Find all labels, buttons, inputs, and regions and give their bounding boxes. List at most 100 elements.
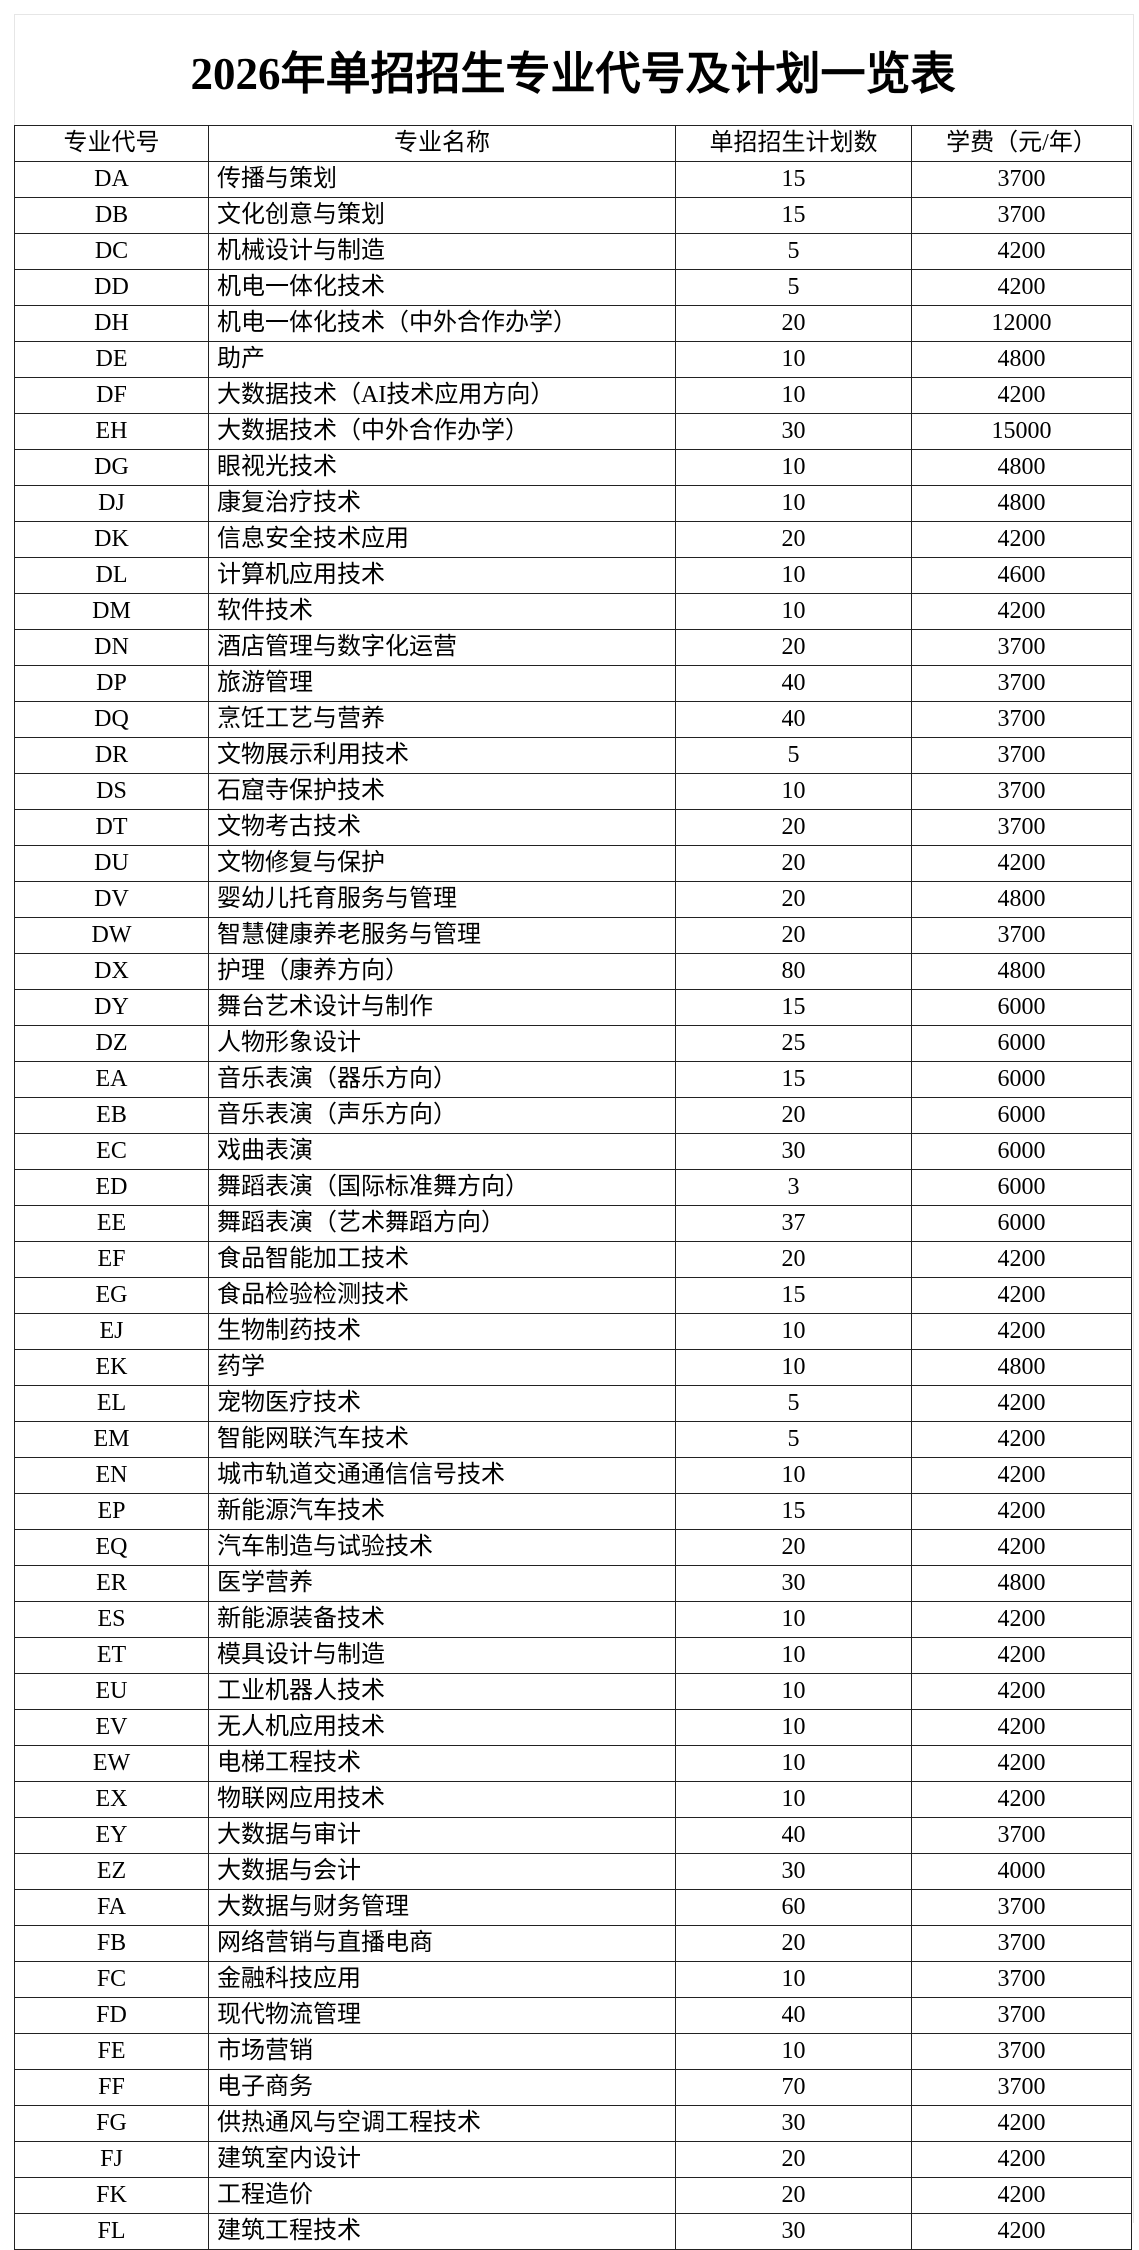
cell-plan: 3 — [675, 1169, 912, 1206]
table-row: EY 大数据与审计 40 3700 — [14, 1817, 1132, 1854]
cell-code: EG — [14, 1277, 209, 1314]
cell-code: EP — [14, 1493, 209, 1530]
cell-plan: 30 — [675, 413, 912, 450]
cell-fee: 4200 — [911, 233, 1132, 270]
cell-code: DZ — [14, 1025, 209, 1062]
header-code: 专业代号 — [14, 125, 209, 162]
cell-plan: 10 — [675, 449, 912, 486]
cell-fee: 4000 — [911, 1853, 1132, 1890]
cell-plan: 10 — [675, 1313, 912, 1350]
cell-major: 护理（康养方向） — [208, 953, 676, 990]
table-row: EL 宠物医疗技术 5 4200 — [14, 1385, 1132, 1422]
cell-fee: 4200 — [911, 1457, 1132, 1494]
table-row: DC 机械设计与制造 5 4200 — [14, 233, 1132, 270]
cell-fee: 12000 — [911, 305, 1132, 342]
table-row: DL 计算机应用技术 10 4600 — [14, 557, 1132, 594]
cell-plan: 60 — [675, 1889, 912, 1926]
cell-major: 婴幼儿托育服务与管理 — [208, 881, 676, 918]
cell-fee: 4200 — [911, 2213, 1132, 2250]
cell-plan: 10 — [675, 2033, 912, 2070]
table-row: DY 舞台艺术设计与制作 15 6000 — [14, 989, 1132, 1026]
cell-major: 金融科技应用 — [208, 1961, 676, 1998]
cell-major: 烹饪工艺与营养 — [208, 701, 676, 738]
cell-fee: 3700 — [911, 161, 1132, 198]
cell-fee: 6000 — [911, 989, 1132, 1026]
cell-major: 舞蹈表演（国际标准舞方向） — [208, 1169, 676, 1206]
cell-major: 城市轨道交通通信信号技术 — [208, 1457, 676, 1494]
cell-fee: 4200 — [911, 377, 1132, 414]
table-row: DM 软件技术 10 4200 — [14, 593, 1132, 630]
cell-major: 旅游管理 — [208, 665, 676, 702]
table-row: DQ 烹饪工艺与营养 40 3700 — [14, 701, 1132, 738]
cell-fee: 3700 — [911, 629, 1132, 666]
cell-fee: 6000 — [911, 1133, 1132, 1170]
cell-code: DF — [14, 377, 209, 414]
cell-plan: 30 — [675, 1853, 912, 1890]
cell-code: DM — [14, 593, 209, 630]
cell-major: 舞台艺术设计与制作 — [208, 989, 676, 1026]
page-title: 2026年单招招生专业代号及计划一览表 — [190, 49, 956, 99]
cell-code: EW — [14, 1745, 209, 1782]
cell-code: EV — [14, 1709, 209, 1746]
cell-fee: 4200 — [911, 845, 1132, 882]
cell-major: 工程造价 — [208, 2177, 676, 2214]
cell-plan: 15 — [675, 989, 912, 1026]
cell-major: 新能源汽车技术 — [208, 1493, 676, 1530]
cell-fee: 6000 — [911, 1097, 1132, 1134]
cell-fee: 4200 — [911, 1241, 1132, 1278]
cell-fee: 4200 — [911, 1601, 1132, 1638]
cell-fee: 4200 — [911, 1277, 1132, 1314]
table-row: DJ 康复治疗技术 10 4800 — [14, 485, 1132, 522]
table-row: FJ 建筑室内设计 20 4200 — [14, 2141, 1132, 2178]
cell-plan: 20 — [675, 1097, 912, 1134]
table-row: DZ 人物形象设计 25 6000 — [14, 1025, 1132, 1062]
cell-major: 大数据与财务管理 — [208, 1889, 676, 1926]
table-row: EF 食品智能加工技术 20 4200 — [14, 1241, 1132, 1278]
cell-plan: 80 — [675, 953, 912, 990]
cell-code: DU — [14, 845, 209, 882]
cell-code: ED — [14, 1169, 209, 1206]
cell-code: FD — [14, 1997, 209, 2034]
table-row: DH 机电一体化技术（中外合作办学） 20 12000 — [14, 305, 1132, 342]
cell-plan: 10 — [675, 1349, 912, 1386]
cell-code: DL — [14, 557, 209, 594]
cell-major: 大数据与审计 — [208, 1817, 676, 1854]
cell-fee: 3700 — [911, 197, 1132, 234]
cell-major: 市场营销 — [208, 2033, 676, 2070]
table-row: FK 工程造价 20 4200 — [14, 2177, 1132, 2214]
cell-code: DE — [14, 341, 209, 378]
cell-fee: 3700 — [911, 1817, 1132, 1854]
cell-plan: 20 — [675, 305, 912, 342]
table-row: EJ 生物制药技术 10 4200 — [14, 1313, 1132, 1350]
cell-plan: 40 — [675, 1817, 912, 1854]
cell-fee: 4800 — [911, 1565, 1132, 1602]
table-row: DK 信息安全技术应用 20 4200 — [14, 521, 1132, 558]
table-row: DD 机电一体化技术 5 4200 — [14, 269, 1132, 306]
cell-code: DS — [14, 773, 209, 810]
cell-code: DR — [14, 737, 209, 774]
cell-fee: 4800 — [911, 953, 1132, 990]
cell-plan: 30 — [675, 1565, 912, 1602]
cell-major: 宠物医疗技术 — [208, 1385, 676, 1422]
cell-fee: 4200 — [911, 593, 1132, 630]
cell-code: EZ — [14, 1853, 209, 1890]
cell-major: 计算机应用技术 — [208, 557, 676, 594]
cell-code: DB — [14, 197, 209, 234]
table-row: DS 石窟寺保护技术 10 3700 — [14, 773, 1132, 810]
cell-plan: 15 — [675, 1493, 912, 1530]
cell-plan: 10 — [675, 1745, 912, 1782]
cell-code: DA — [14, 161, 209, 198]
table-row: DB 文化创意与策划 15 3700 — [14, 197, 1132, 234]
cell-fee: 4200 — [911, 2141, 1132, 2178]
cell-major: 传播与策划 — [208, 161, 676, 198]
cell-plan: 25 — [675, 1025, 912, 1062]
cell-major: 软件技术 — [208, 593, 676, 630]
cell-plan: 20 — [675, 845, 912, 882]
cell-plan: 20 — [675, 629, 912, 666]
cell-code: EA — [14, 1061, 209, 1098]
cell-plan: 10 — [675, 377, 912, 414]
cell-plan: 10 — [675, 1709, 912, 1746]
cell-code: DG — [14, 449, 209, 486]
cell-major: 网络营销与直播电商 — [208, 1925, 676, 1962]
cell-fee: 4800 — [911, 449, 1132, 486]
